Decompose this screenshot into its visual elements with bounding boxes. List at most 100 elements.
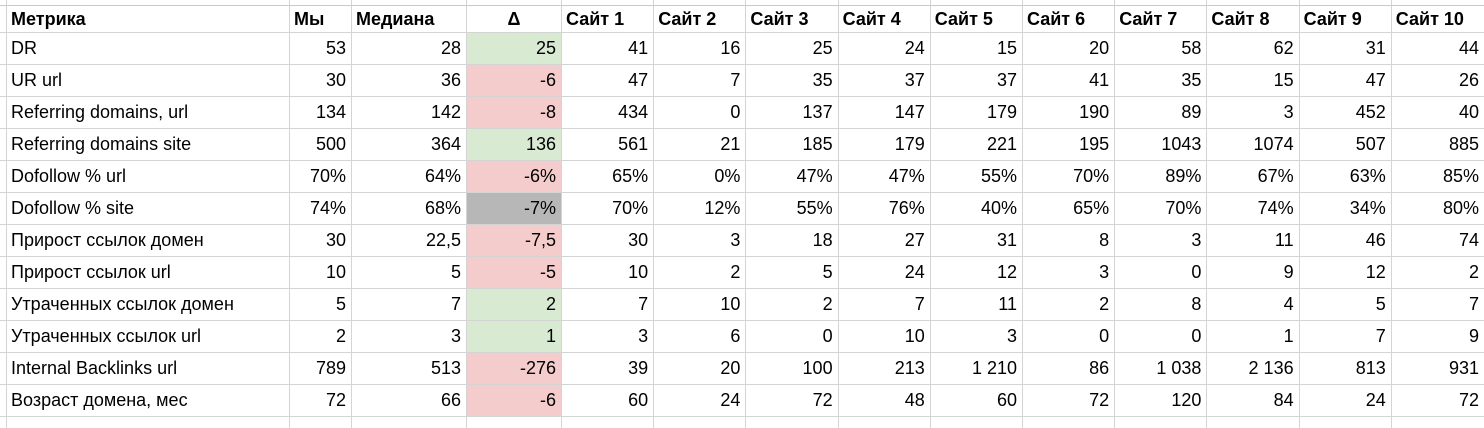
row-label[interactable]: Referring domains, url — [7, 97, 290, 129]
site-value-cell[interactable]: 10 — [838, 321, 931, 353]
site-value-cell[interactable]: 0% — [654, 161, 747, 193]
site-value-cell[interactable]: 40 — [1391, 97, 1484, 129]
site-value-cell[interactable]: 3 — [930, 321, 1023, 353]
site-value-cell[interactable]: 147 — [838, 97, 931, 129]
col-header-site-4[interactable]: Сайт 4 — [838, 6, 931, 33]
site-value-cell[interactable]: 452 — [1299, 97, 1392, 129]
site-value-cell[interactable]: 24 — [1299, 385, 1392, 417]
site-value-cell[interactable]: 6 — [654, 321, 747, 353]
site-value-cell[interactable]: 1074 — [1207, 129, 1300, 161]
we-value-cell[interactable]: 72 — [290, 385, 352, 417]
row-label[interactable]: Прирост ссылок домен — [7, 225, 290, 257]
site-value-cell[interactable]: 10 — [562, 257, 655, 289]
we-value-cell[interactable]: 500 — [290, 129, 352, 161]
site-value-cell[interactable]: 18 — [746, 225, 839, 257]
col-header-site-6[interactable]: Сайт 6 — [1022, 6, 1116, 33]
median-value-cell[interactable]: 3 — [352, 321, 467, 353]
site-value-cell[interactable]: 221 — [930, 129, 1023, 161]
col-header-median[interactable]: Медиана — [352, 6, 467, 33]
site-value-cell[interactable]: 35 — [1115, 65, 1208, 97]
delta-value-cell[interactable]: 136 — [467, 129, 562, 161]
site-value-cell[interactable]: 3 — [1022, 257, 1116, 289]
delta-value-cell[interactable]: -8 — [467, 97, 562, 129]
col-header-site-3[interactable]: Сайт 3 — [746, 6, 839, 33]
site-value-cell[interactable]: 0 — [746, 321, 839, 353]
row-label[interactable]: Referring domains site — [7, 129, 290, 161]
site-value-cell[interactable]: 41 — [1022, 65, 1116, 97]
site-value-cell[interactable]: 30 — [562, 225, 655, 257]
site-value-cell[interactable]: 179 — [930, 97, 1023, 129]
site-value-cell[interactable]: 213 — [838, 353, 931, 385]
site-value-cell[interactable]: 4 — [1207, 289, 1300, 321]
site-value-cell[interactable]: 60 — [562, 385, 655, 417]
we-value-cell[interactable]: 30 — [290, 225, 352, 257]
row-label[interactable]: DR — [7, 33, 290, 65]
median-value-cell[interactable]: 28 — [352, 33, 467, 65]
site-value-cell[interactable]: 89% — [1115, 161, 1208, 193]
site-value-cell[interactable]: 84 — [1207, 385, 1300, 417]
site-value-cell[interactable]: 41 — [562, 33, 655, 65]
site-value-cell[interactable]: 63% — [1299, 161, 1392, 193]
site-value-cell[interactable]: 47 — [562, 65, 655, 97]
we-value-cell[interactable]: 789 — [290, 353, 352, 385]
site-value-cell[interactable]: 11 — [1207, 225, 1300, 257]
site-value-cell[interactable]: 185 — [746, 129, 839, 161]
median-value-cell[interactable]: 513 — [352, 353, 467, 385]
site-value-cell[interactable]: 0 — [1115, 321, 1208, 353]
site-value-cell[interactable]: 25 — [746, 33, 839, 65]
we-value-cell[interactable]: 53 — [290, 33, 352, 65]
site-value-cell[interactable]: 7 — [562, 289, 655, 321]
site-value-cell[interactable]: 16 — [654, 33, 747, 65]
site-value-cell[interactable]: 179 — [838, 129, 931, 161]
delta-value-cell[interactable]: 25 — [467, 33, 562, 65]
site-value-cell[interactable]: 26 — [1391, 65, 1484, 97]
site-value-cell[interactable]: 20 — [654, 353, 747, 385]
median-value-cell[interactable]: 364 — [352, 129, 467, 161]
site-value-cell[interactable]: 70% — [1022, 161, 1116, 193]
median-value-cell[interactable]: 64% — [352, 161, 467, 193]
site-value-cell[interactable]: 76% — [838, 193, 931, 225]
site-value-cell[interactable]: 190 — [1022, 97, 1116, 129]
col-header-site-2[interactable]: Сайт 2 — [654, 6, 747, 33]
site-value-cell[interactable]: 2 — [1022, 289, 1116, 321]
site-value-cell[interactable]: 885 — [1391, 129, 1484, 161]
site-value-cell[interactable]: 7 — [654, 65, 747, 97]
row-label[interactable]: Возраст домена, мес — [7, 385, 290, 417]
site-value-cell[interactable]: 74 — [1391, 225, 1484, 257]
site-value-cell[interactable]: 2 — [746, 289, 839, 321]
col-header-site-10[interactable]: Сайт 10 — [1391, 6, 1484, 33]
site-value-cell[interactable]: 9 — [1207, 257, 1300, 289]
row-label[interactable]: Прирост ссылок url — [7, 257, 290, 289]
site-value-cell[interactable]: 2 — [654, 257, 747, 289]
site-value-cell[interactable]: 37 — [838, 65, 931, 97]
site-value-cell[interactable]: 120 — [1115, 385, 1208, 417]
row-label[interactable]: Утраченных ссылок url — [7, 321, 290, 353]
site-value-cell[interactable]: 47% — [746, 161, 839, 193]
delta-value-cell[interactable]: -276 — [467, 353, 562, 385]
site-value-cell[interactable]: 2 — [1391, 257, 1484, 289]
median-value-cell[interactable]: 66 — [352, 385, 467, 417]
site-value-cell[interactable]: 3 — [1207, 97, 1300, 129]
site-value-cell[interactable]: 48 — [838, 385, 931, 417]
site-value-cell[interactable]: 80% — [1391, 193, 1484, 225]
site-value-cell[interactable]: 7 — [1391, 289, 1484, 321]
site-value-cell[interactable]: 1 038 — [1115, 353, 1208, 385]
site-value-cell[interactable]: 931 — [1391, 353, 1484, 385]
site-value-cell[interactable]: 60 — [930, 385, 1023, 417]
site-value-cell[interactable]: 15 — [1207, 65, 1300, 97]
site-value-cell[interactable]: 39 — [562, 353, 655, 385]
we-value-cell[interactable]: 2 — [290, 321, 352, 353]
site-value-cell[interactable]: 434 — [562, 97, 655, 129]
site-value-cell[interactable]: 37 — [930, 65, 1023, 97]
delta-value-cell[interactable]: -6% — [467, 161, 562, 193]
median-value-cell[interactable]: 5 — [352, 257, 467, 289]
we-value-cell[interactable]: 30 — [290, 65, 352, 97]
delta-value-cell[interactable]: -7% — [467, 193, 562, 225]
site-value-cell[interactable]: 7 — [1299, 321, 1392, 353]
site-value-cell[interactable]: 47% — [838, 161, 931, 193]
site-value-cell[interactable]: 72 — [1022, 385, 1116, 417]
site-value-cell[interactable]: 10 — [654, 289, 747, 321]
row-label[interactable]: Dofollow % site — [7, 193, 290, 225]
site-value-cell[interactable]: 20 — [1022, 33, 1116, 65]
median-value-cell[interactable]: 7 — [352, 289, 467, 321]
